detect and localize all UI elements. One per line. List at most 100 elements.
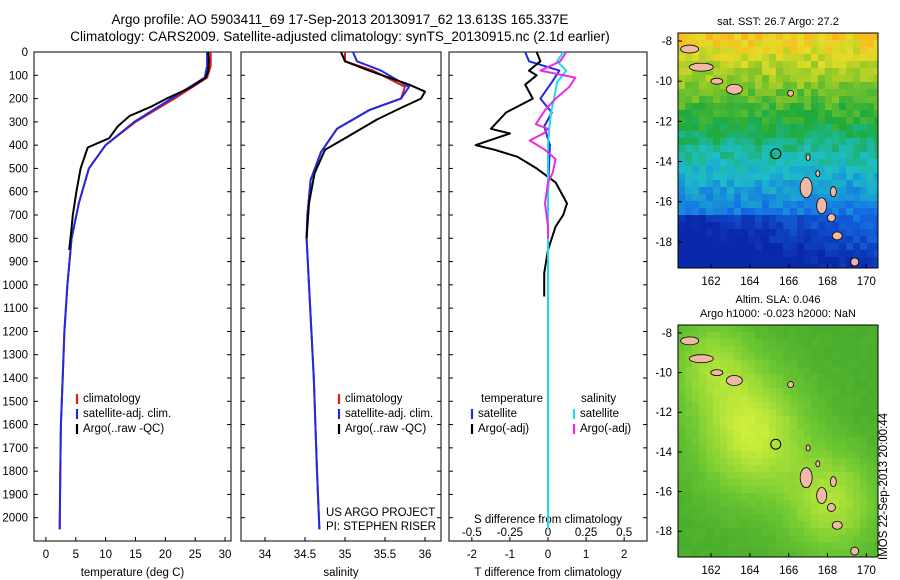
sla-map-cell [832, 325, 839, 332]
sla-map-island [815, 460, 821, 468]
sst-map-cell [762, 61, 769, 68]
sla-map-cell [846, 507, 853, 514]
sla-map-cell [769, 416, 776, 423]
sst-map-cell [692, 250, 699, 257]
sla-map-cell [678, 395, 685, 402]
sst-map-cell [818, 264, 825, 268]
sla-map-cell [818, 374, 825, 381]
sst-map-cell [783, 68, 790, 75]
sla-map-cell [867, 514, 874, 521]
sst-map-cell [776, 75, 783, 82]
difference-legend-t-head: temperature [481, 393, 543, 405]
sla-map-cell [748, 388, 755, 395]
sst-map-cell [699, 124, 706, 131]
sst-map-cell [846, 257, 853, 264]
sla-map-cell [846, 381, 853, 388]
sla-map-cell [825, 416, 832, 423]
sla-map-cell [818, 465, 825, 472]
sla-map-cell [734, 542, 741, 549]
sla-map-cell [720, 374, 727, 381]
sst-map-cell [867, 222, 874, 229]
sst-map-cell [811, 152, 818, 159]
sla-map-cell [818, 395, 825, 402]
sla-map-cell [776, 514, 783, 521]
sst-map-cell [762, 166, 769, 173]
sst-map-cell [874, 236, 878, 243]
sla-map-cell [867, 374, 874, 381]
sla-map-cell [776, 388, 783, 395]
sst-map-cell [678, 117, 685, 124]
sst-map-cell [825, 110, 832, 117]
sla-map-cell [825, 458, 832, 465]
sla-map-cell [797, 549, 804, 556]
sst-map-cell [741, 215, 748, 222]
sst-map-cell [874, 194, 878, 201]
sst-map-cell [699, 152, 706, 159]
sst-map-cell [804, 243, 811, 250]
sst-map-cell [825, 89, 832, 96]
sla-map-cell [755, 549, 762, 556]
sla-map-cell [755, 486, 762, 493]
sst-map-cell [874, 145, 878, 152]
sla-map-cell [748, 423, 755, 430]
sla-map-cell [678, 444, 685, 451]
sla-map-cell [748, 535, 755, 542]
sst-map-cell [853, 229, 860, 236]
sla-map-island [805, 444, 811, 452]
sla-map-cell [776, 430, 783, 437]
sla-map-cell [699, 549, 706, 556]
sla-map-cell [783, 465, 790, 472]
sst-map-cell [720, 264, 727, 268]
sla-map-cell [783, 409, 790, 416]
sst-map-cell [699, 47, 706, 54]
sst-map-cell [853, 110, 860, 117]
sla-map-cell [804, 409, 811, 416]
sst-map-cell [678, 89, 685, 96]
sst-map-cell [741, 222, 748, 229]
sst-map-cell [797, 236, 804, 243]
sst-map-cell [769, 75, 776, 82]
sst-map-cell [713, 138, 720, 145]
sla-map-cell [839, 402, 846, 409]
temperature-legend-entry: climatology [83, 393, 141, 405]
sst-map-cell [706, 208, 713, 215]
sla-map-cell [727, 472, 734, 479]
sst-map-cell [790, 33, 797, 40]
sst-map-cell [762, 243, 769, 250]
sla-map-cell [741, 402, 748, 409]
sla-map-cell [755, 353, 762, 360]
temperature-panel-ytick-label: 900 [9, 257, 28, 269]
sst-map-cell [762, 68, 769, 75]
sla-map-cell [748, 444, 755, 451]
sla-map-cell [769, 500, 776, 507]
sla-map-cell [699, 381, 706, 388]
sst-map-cell [797, 117, 804, 124]
sst-map-cell [692, 236, 699, 243]
sla-map-cell [734, 465, 741, 472]
sst-map-cell [860, 138, 867, 145]
sst-map-cell [748, 166, 755, 173]
sla-map-cell [699, 500, 706, 507]
sst-map-cell [678, 103, 685, 110]
sst-map-cell [776, 145, 783, 152]
sst-map-cell [839, 208, 846, 215]
sst-map-cell [706, 75, 713, 82]
sst-map-cell [762, 208, 769, 215]
sla-map-cell [692, 465, 699, 472]
sst-map-cell [804, 96, 811, 103]
sst-map-cell [832, 82, 839, 89]
sst-map-cell [748, 264, 755, 268]
sst-map-cell [685, 201, 692, 208]
sst-map-cell [818, 89, 825, 96]
sst-map-cell [755, 117, 762, 124]
sla-map-cell [832, 423, 839, 430]
sla-map-cell [825, 388, 832, 395]
sla-map-cell [720, 339, 727, 346]
sst-map-cell [699, 117, 706, 124]
sla-map-cell [692, 395, 699, 402]
sla-map-cell [685, 486, 692, 493]
sla-map-cell [699, 486, 706, 493]
sla-map-cell [811, 360, 818, 367]
sla-map-cell [804, 423, 811, 430]
sst-map-cell [804, 159, 811, 166]
